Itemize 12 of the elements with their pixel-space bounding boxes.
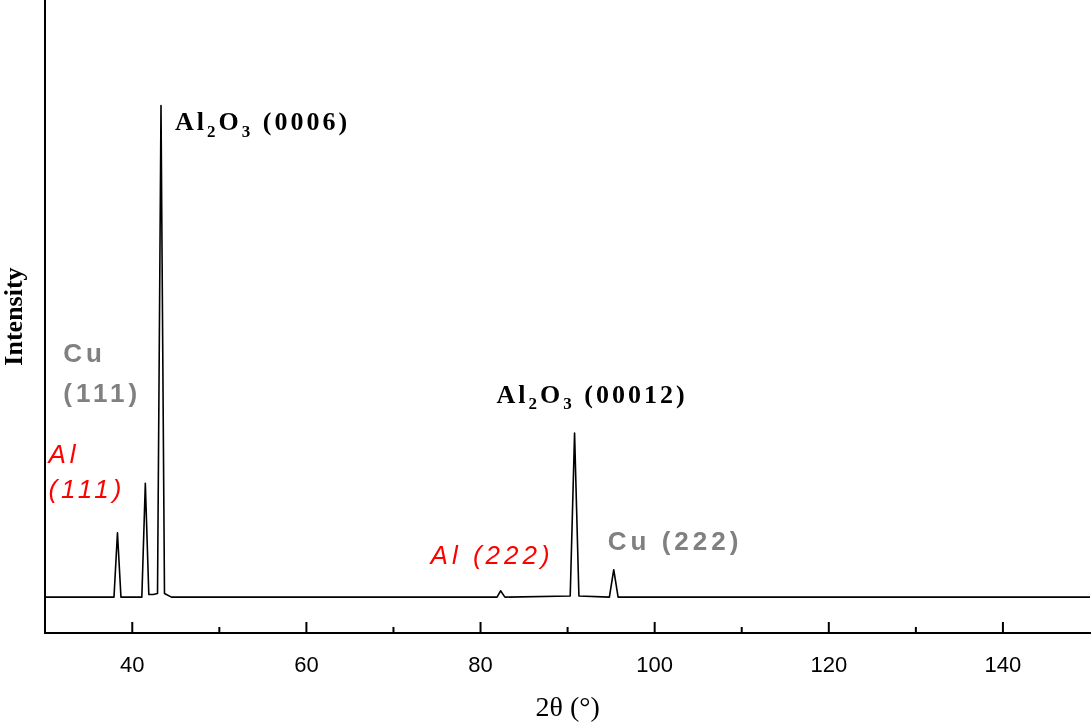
annotation: Al (111) [46,439,126,505]
annotation: Cu (222) [607,525,743,556]
x-tick-label: 100 [636,652,674,678]
x-tick-label: 40 [120,652,145,678]
x-tick-label: 120 [810,652,848,678]
x-tick-label: 60 [294,652,319,678]
annotation: Al (222) [428,540,554,571]
x-tick-label: 140 [984,652,1022,678]
y-axis-title: Intensity [0,267,29,366]
annotation: Cu (111) [63,338,142,409]
x-axis-title: 2θ (°) [535,690,600,722]
x-tick-label: 80 [468,652,493,678]
